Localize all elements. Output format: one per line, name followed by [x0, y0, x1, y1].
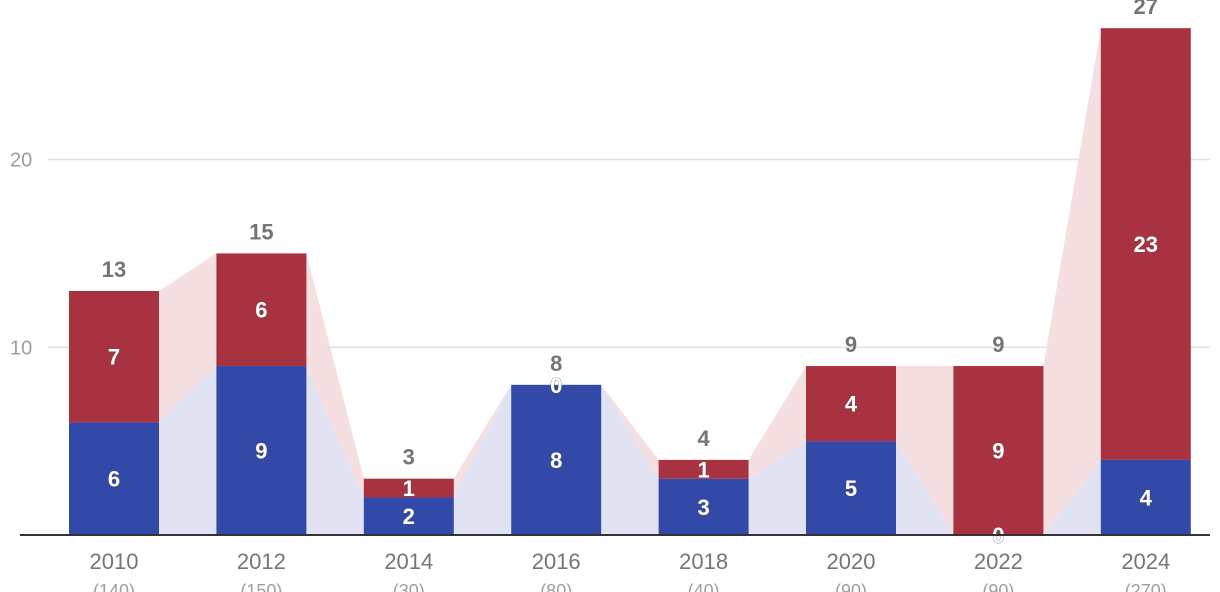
- blue-connector-band: [453, 384, 512, 535]
- blue-segment-label: 3: [697, 495, 709, 520]
- x-tick-sublabel: (140): [93, 581, 135, 592]
- red-bar: [658, 459, 749, 479]
- x-tick-label: 2024: [1121, 549, 1170, 574]
- blue-segment-label: 6: [108, 467, 120, 492]
- red-bar: [1100, 28, 1191, 460]
- x-tick-label: 2010: [90, 549, 139, 574]
- red-connector-band: [306, 253, 364, 498]
- x-tick-sublabel: (90): [835, 581, 867, 592]
- blue-connector-band: [601, 384, 659, 535]
- blue-connector-band: [1043, 459, 1101, 535]
- blue-bar: [69, 422, 159, 535]
- red-connector-band: [453, 384, 512, 498]
- blue-connector-band: [748, 441, 806, 535]
- total-label: 27: [1134, 0, 1158, 19]
- blue-bar: [658, 478, 749, 535]
- y-tick-label: 20: [10, 150, 32, 172]
- red-connector-band: [159, 253, 217, 423]
- x-tick-sublabel: (80): [540, 581, 572, 592]
- x-tick-label: 2018: [679, 549, 728, 574]
- total-label: 15: [249, 219, 273, 244]
- blue-bar: [363, 497, 454, 535]
- red-segment-label: 23: [1134, 232, 1158, 257]
- red-segment-label: 7: [108, 345, 120, 370]
- blue-connector-band: [306, 366, 364, 535]
- x-tick-sublabel: (270): [1125, 581, 1167, 592]
- red-segment-label: 9: [992, 439, 1004, 464]
- blue-segment-label: 9: [255, 439, 267, 464]
- red-connector-band: [896, 366, 954, 535]
- x-tick-sublabel: (30): [393, 581, 425, 592]
- red-bar: [69, 290, 159, 423]
- red-segment-label: 4: [845, 392, 858, 417]
- x-tick-label: 2020: [827, 549, 876, 574]
- blue-bar: [1100, 459, 1191, 535]
- red-bar: [953, 366, 1044, 535]
- red-connector-band: [1043, 28, 1101, 535]
- red-segment-label: 1: [697, 457, 709, 482]
- red-connector-band: [601, 384, 659, 479]
- labels: 67132010(140)96152012(150)2132014(30)808…: [90, 0, 1171, 592]
- x-tick-sublabel: (150): [240, 581, 282, 592]
- blue-connector-band: [159, 366, 217, 535]
- red-bar: [806, 366, 896, 442]
- blue-connector-band: [896, 441, 954, 535]
- total-label: 3: [403, 445, 415, 470]
- x-tick-sublabel: (40): [688, 581, 720, 592]
- total-label: 13: [102, 257, 126, 282]
- red-bar: [363, 478, 454, 498]
- red-bar: [216, 253, 307, 367]
- blue-bar: [216, 366, 307, 535]
- red-connector-band: [748, 366, 806, 479]
- x-tick-sublabel: (90): [982, 581, 1014, 592]
- blue-segment-label: 5: [845, 476, 857, 501]
- red-segment-label: 1: [403, 476, 415, 501]
- x-tick-label: 2014: [384, 549, 433, 574]
- y-tick-label: 10: [10, 337, 32, 359]
- total-label: 8: [550, 351, 562, 376]
- blue-segment-label: 2: [403, 504, 415, 529]
- blue-segment-label: 4: [1140, 485, 1153, 510]
- blue-bar: [511, 384, 602, 535]
- x-tick-label: 2016: [532, 549, 581, 574]
- red-segment-label: 6: [255, 298, 267, 323]
- connector-bands: [159, 28, 1101, 535]
- total-label: 9: [845, 332, 857, 357]
- x-tick-label: 2012: [237, 549, 286, 574]
- x-tick-label: 2022: [974, 549, 1023, 574]
- total-label: 4: [697, 426, 710, 451]
- blue-segment-label: 8: [550, 448, 562, 473]
- red-segment-label: 0: [550, 373, 562, 398]
- blue-bar: [806, 441, 896, 535]
- bars: [69, 28, 1191, 535]
- total-label: 9: [992, 332, 1004, 357]
